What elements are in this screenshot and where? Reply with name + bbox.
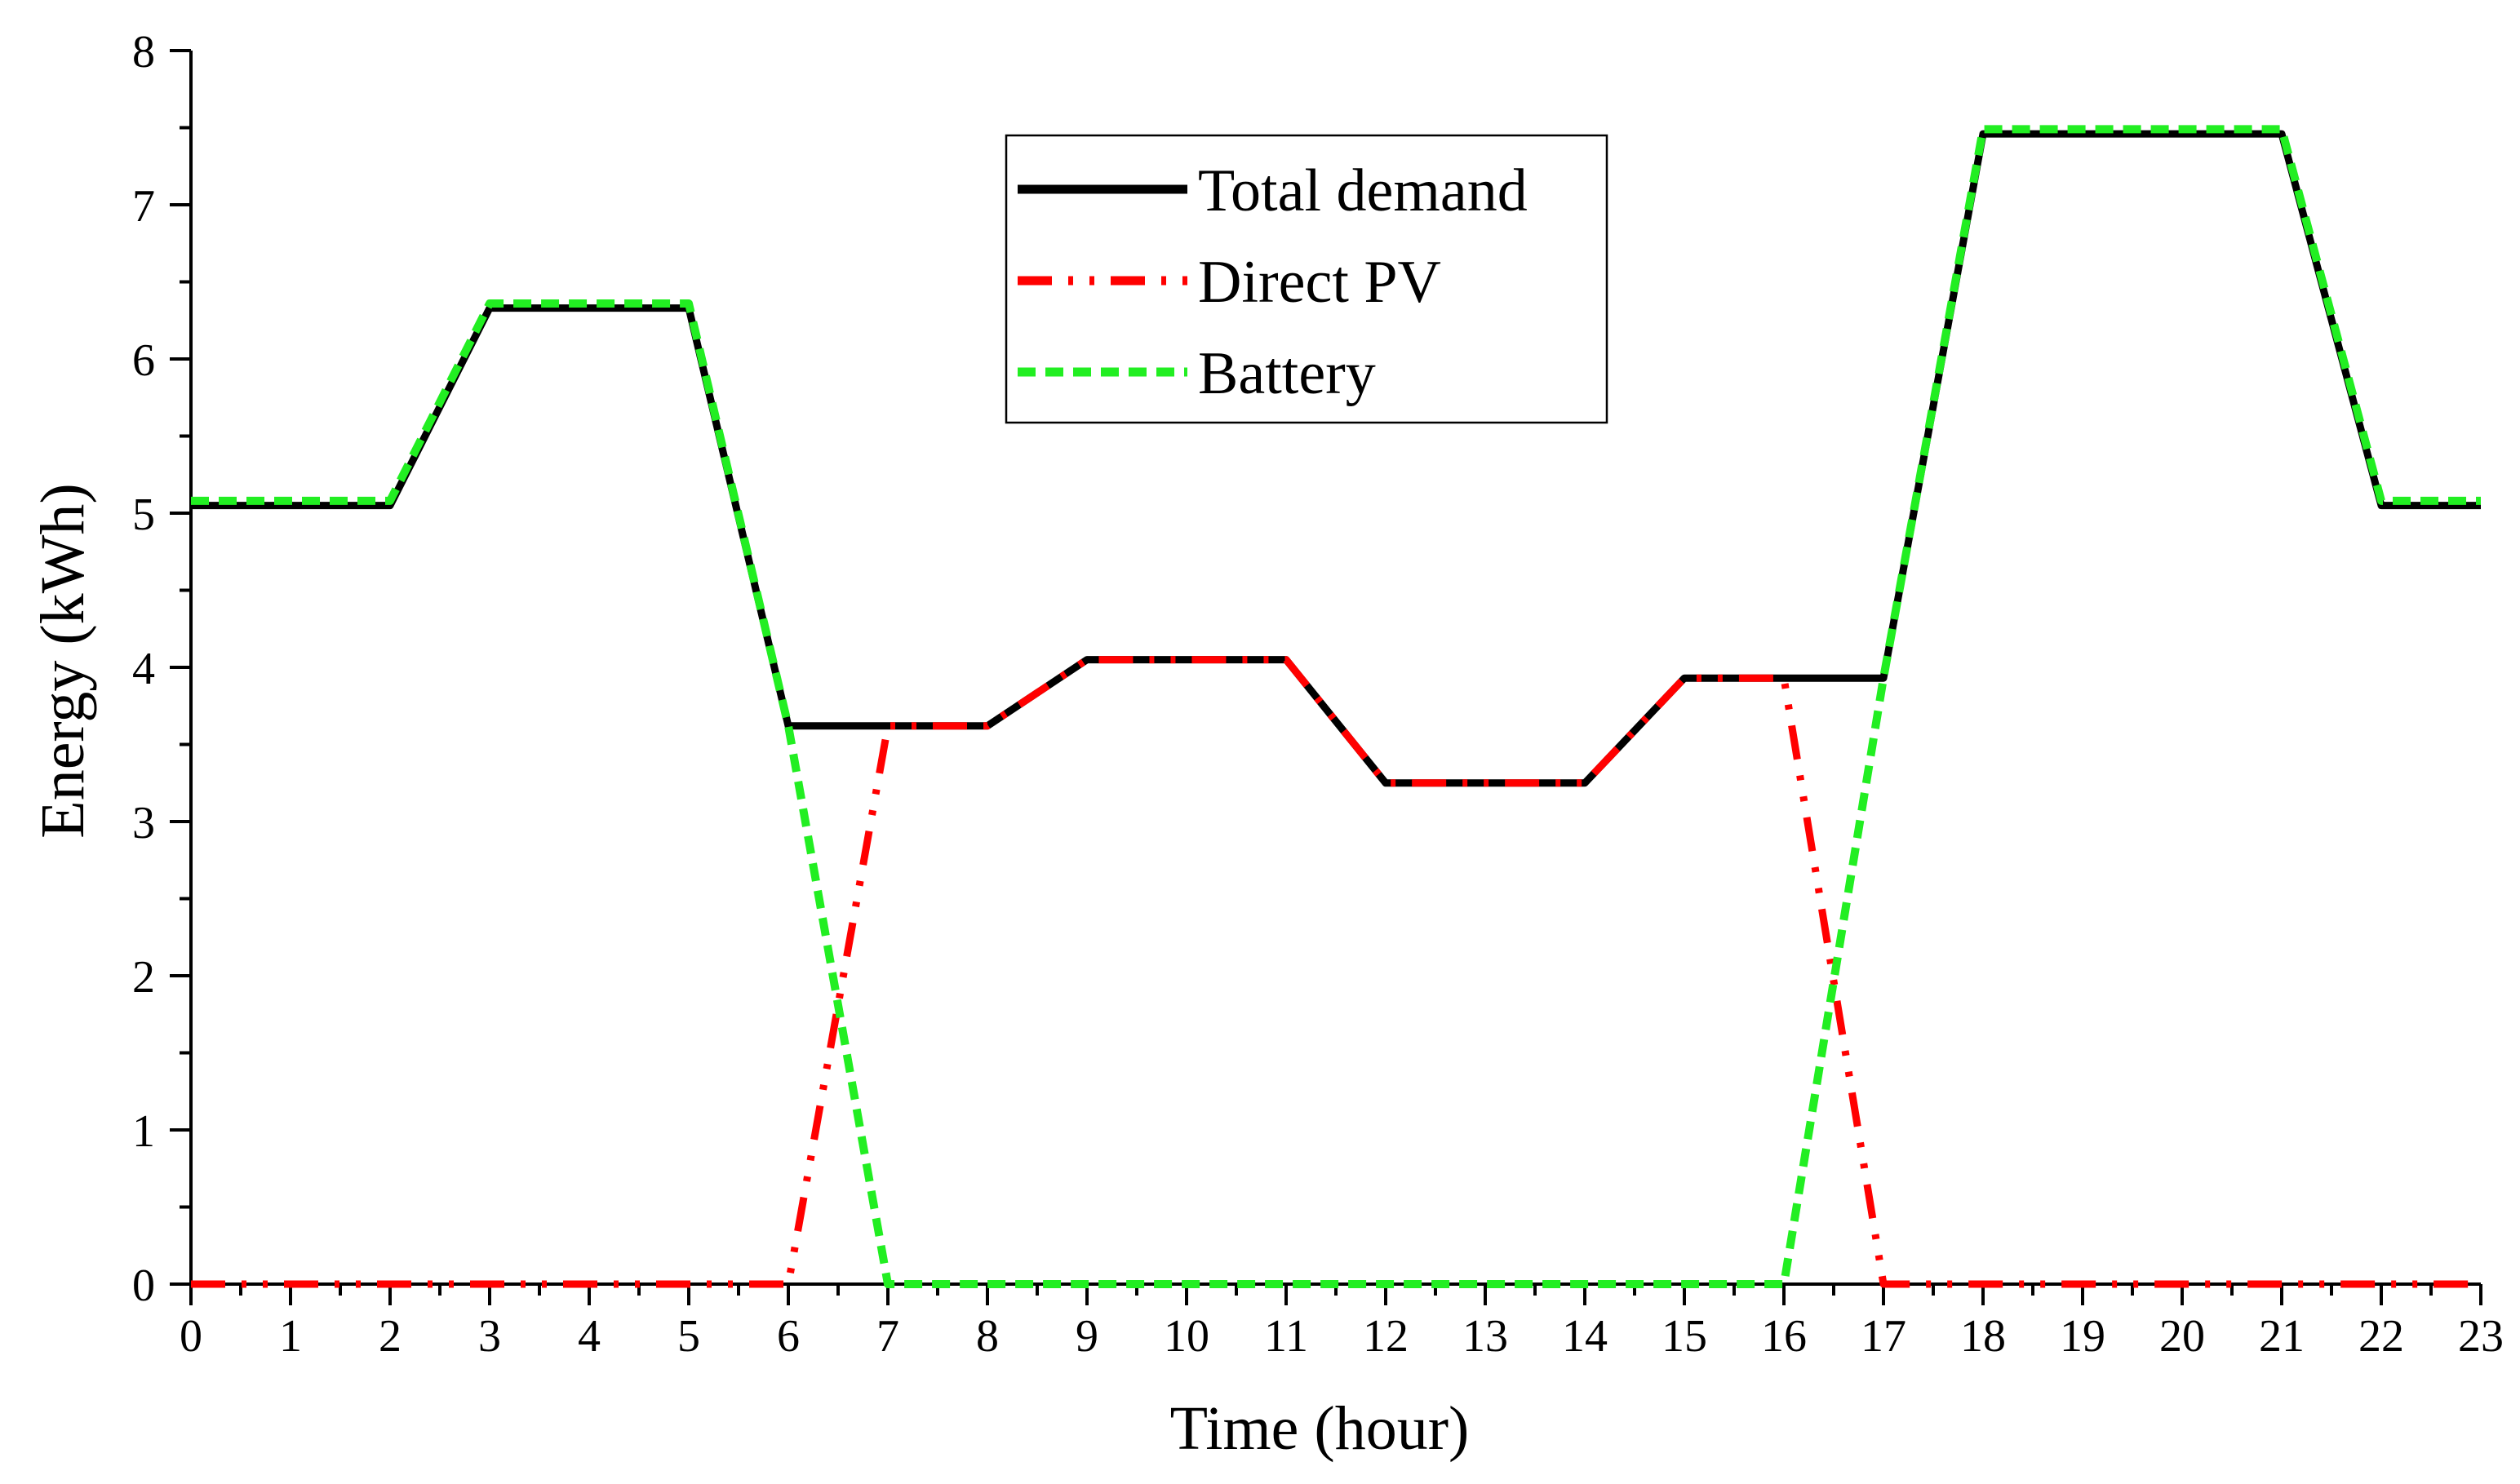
x-tick-label: 9 (1076, 1311, 1098, 1362)
legend-label-battery: Battery (1198, 340, 1376, 407)
y-ticks: 0 1 2 3 4 5 6 7 8 (132, 27, 191, 1311)
series-layer (191, 125, 2481, 1288)
x-tick-label: 15 (1662, 1311, 1707, 1362)
y-tick-label: 0 (132, 1260, 155, 1311)
x-tick-label: 0 (180, 1311, 202, 1362)
x-tick-label: 7 (876, 1311, 899, 1362)
x-tick-label: 12 (1363, 1311, 1409, 1362)
x-tick-label: 17 (1861, 1311, 1906, 1362)
legend-label-total-demand: Total demand (1198, 157, 1528, 224)
y-tick-label: 8 (132, 27, 155, 78)
x-axis-title: Time (hour) (1170, 1394, 1470, 1463)
y-tick-label: 5 (132, 489, 155, 540)
x-tick-label: 1 (279, 1311, 302, 1362)
x-tick-label: 11 (1264, 1311, 1308, 1362)
y-tick-label: 7 (132, 181, 155, 232)
x-tick-label: 22 (2358, 1311, 2404, 1362)
x-tick-label: 20 (2159, 1311, 2205, 1362)
series-line-battery (191, 125, 2481, 1288)
x-tick-label: 8 (976, 1311, 999, 1362)
x-tick-label: 10 (1164, 1311, 1209, 1362)
series-line-direct-pv (191, 656, 2481, 1288)
x-tick-label: 3 (478, 1311, 501, 1362)
legend-label-direct-pv: Direct PV (1198, 249, 1441, 316)
y-axis-title: Energy (kWh) (29, 483, 97, 838)
y-tick-label: 2 (132, 952, 155, 1003)
x-tick-label: 6 (777, 1311, 800, 1362)
x-tick-label: 23 (2458, 1311, 2504, 1362)
series-line-total-demand (191, 130, 2481, 787)
y-tick-label: 3 (132, 798, 155, 848)
x-tick-label: 4 (578, 1311, 601, 1362)
x-tick-label: 21 (2259, 1311, 2305, 1362)
x-tick-label: 19 (2060, 1311, 2105, 1362)
legend: Total demand Direct PV Battery (1005, 134, 1608, 424)
x-tick-label: 18 (1960, 1311, 2006, 1362)
y-tick-label: 4 (132, 644, 155, 694)
y-tick-label: 1 (132, 1106, 155, 1157)
x-ticks: 0 1 2 3 4 5 6 7 8 9 10 11 12 13 14 15 16 17 18 19 20 21 22 23 (180, 1284, 2504, 1362)
x-tick-label: 2 (379, 1311, 402, 1362)
y-tick-label: 6 (132, 335, 155, 386)
x-tick-label: 14 (1562, 1311, 1608, 1362)
x-tick-label: 13 (1462, 1311, 1508, 1362)
x-tick-label: 5 (677, 1311, 700, 1362)
x-tick-label: 16 (1761, 1311, 1807, 1362)
